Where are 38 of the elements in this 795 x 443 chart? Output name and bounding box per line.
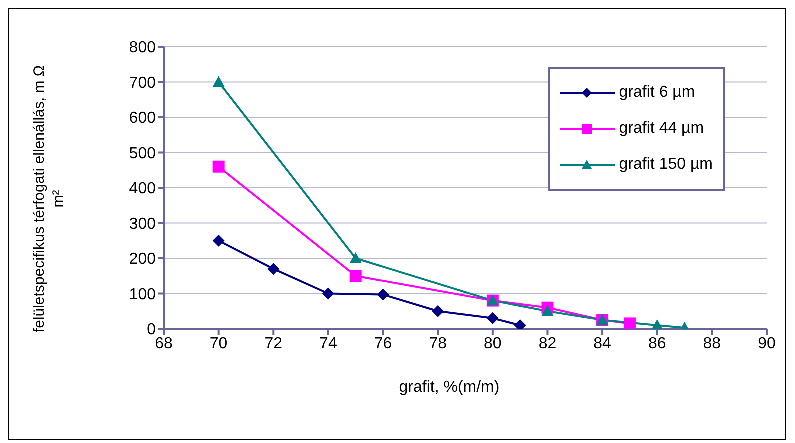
point — [212, 160, 225, 173]
y-tick-label: 400 — [129, 180, 156, 198]
x-tick-label: 76 — [374, 335, 392, 352]
y-tick-label: 0 — [147, 322, 156, 339]
x-tick-label: 84 — [594, 335, 612, 352]
x-tick-label: 80 — [484, 335, 502, 352]
x-tick-label: 82 — [538, 335, 557, 352]
y-tick-label: 300 — [129, 216, 156, 233]
point — [377, 288, 390, 301]
point — [624, 318, 636, 329]
x-tick-label: 78 — [429, 335, 448, 352]
y-axis-title: felületspecifikus térfogati ellenállás, m Ω m² — [30, 64, 68, 334]
point — [350, 252, 362, 264]
point — [350, 270, 362, 282]
y-tick-label: 600 — [129, 110, 156, 128]
y-tick-label: 500 — [129, 145, 156, 162]
y-tick-label: 100 — [129, 286, 156, 304]
y-tick-label: 200 — [129, 251, 156, 268]
x-tick-label: 86 — [648, 335, 666, 352]
point — [212, 234, 225, 247]
point — [322, 288, 334, 300]
legend-label: grafit 6 µm — [619, 84, 696, 102]
point — [268, 263, 280, 276]
point — [542, 305, 554, 316]
point — [486, 312, 499, 324]
point — [432, 305, 444, 318]
x-tick-label: 90 — [758, 335, 776, 352]
x-axis-title: grafit, %(m/m) — [398, 379, 501, 397]
legend-label: grafit 150 µm — [619, 156, 713, 174]
x-tick-label: 74 — [320, 335, 338, 352]
x-tick-label: 70 — [210, 335, 228, 352]
point — [212, 76, 225, 88]
x-tick-label: 68 — [155, 335, 173, 352]
x-tick-label: 88 — [703, 335, 722, 352]
x-tick-label: 72 — [264, 335, 283, 352]
legend-label: grafit 44 µm — [619, 120, 704, 138]
y-tick-label: 800 — [129, 40, 156, 57]
y-tick-label: 700 — [129, 74, 156, 92]
